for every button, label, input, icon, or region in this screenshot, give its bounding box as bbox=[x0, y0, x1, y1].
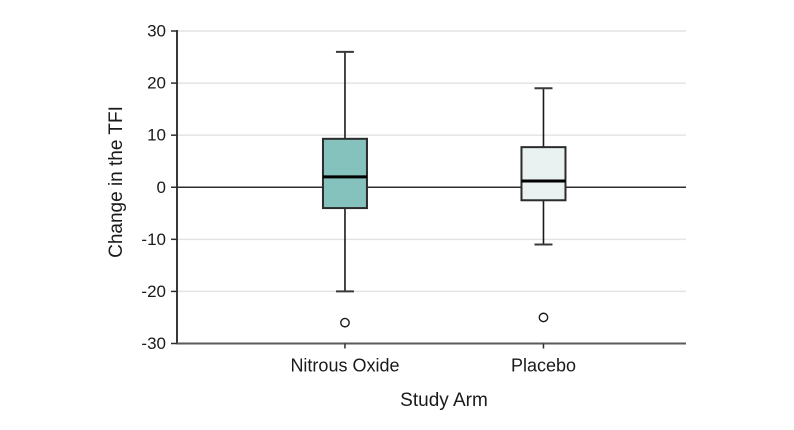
x-axis-title: Study Arm bbox=[400, 390, 488, 411]
x-category-label: Placebo bbox=[511, 356, 576, 376]
x-category-label: Nitrous Oxide bbox=[290, 356, 399, 376]
y-tick-label: 20 bbox=[147, 74, 166, 93]
y-tick-label: -30 bbox=[141, 334, 166, 353]
y-tick-label: 0 bbox=[157, 178, 166, 197]
outlier-point bbox=[538, 312, 549, 323]
iqr-box bbox=[321, 137, 368, 210]
y-tick-label: 30 bbox=[147, 22, 166, 41]
y-axis-title: Change in the TFI bbox=[106, 106, 127, 258]
y-tick-label: -20 bbox=[141, 282, 166, 301]
plot-layers: 30 20 10 0 -10 -20 -30 Nitrous Oxide Placebo bbox=[141, 22, 686, 376]
y-tick-label: -10 bbox=[141, 230, 166, 249]
outlier-point bbox=[340, 317, 350, 328]
y-tick-label: 10 bbox=[147, 126, 166, 145]
iqr-box bbox=[520, 146, 567, 202]
